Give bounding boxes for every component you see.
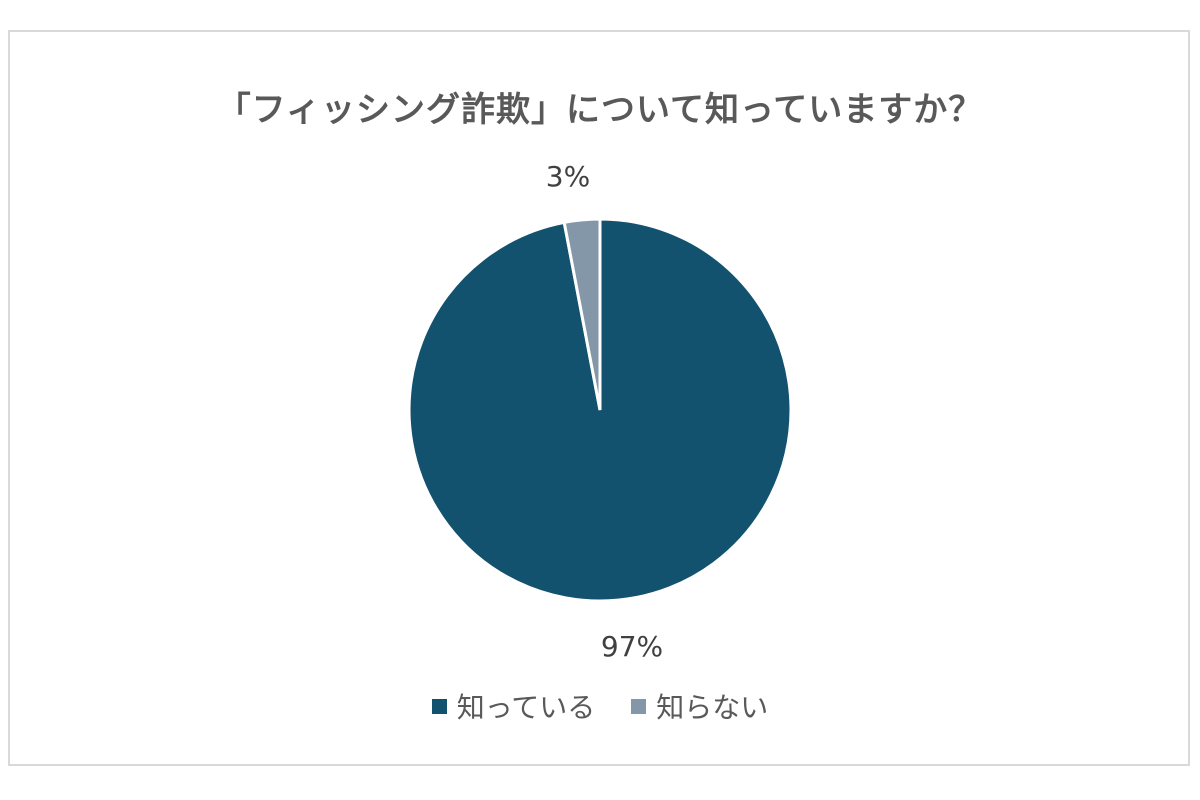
chart-title: 「フィッシング詐欺」について知っていますか？ (216, 90, 984, 130)
data-label-1: 3% (546, 160, 590, 193)
legend-swatch-known (431, 698, 447, 714)
legend-item-unknown: 知らない (631, 686, 768, 726)
legend: 知っている 知らない (0, 686, 1200, 726)
legend-swatch-unknown (631, 698, 647, 714)
legend-label-known: 知っている (456, 691, 596, 724)
data-label-0: 97% (601, 630, 663, 663)
pie-slice-1 (562, 217, 602, 411)
legend-label-unknown: 知らない (656, 691, 769, 724)
legend-item-known: 知っている (431, 686, 596, 726)
